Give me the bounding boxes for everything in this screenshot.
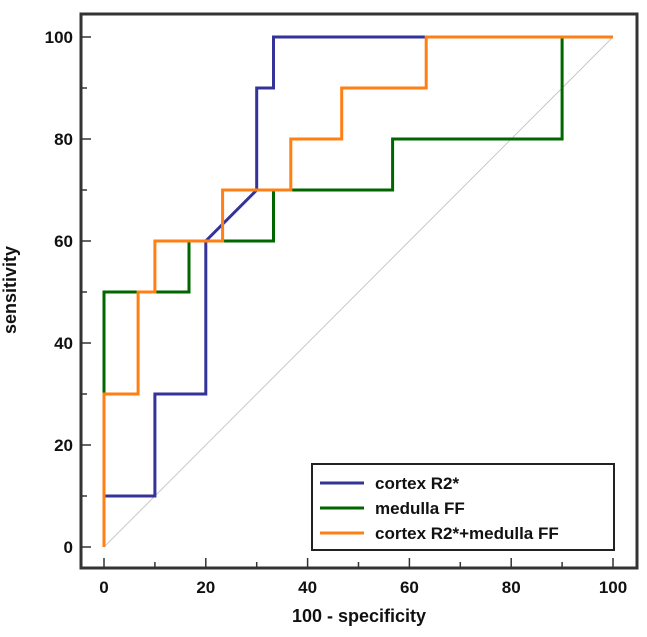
reference-diagonal bbox=[103, 36, 614, 548]
axis-ticks bbox=[81, 36, 614, 568]
legend-label: cortex R2* bbox=[375, 474, 459, 493]
x-tick-label: 0 bbox=[99, 578, 108, 597]
y-tick-label: 0 bbox=[64, 538, 73, 557]
x-tick-label: 60 bbox=[400, 578, 419, 597]
series-layer bbox=[102, 35, 613, 547]
x-tick-label: 80 bbox=[502, 578, 521, 597]
y-tick-label: 40 bbox=[54, 334, 73, 353]
legend-label: medulla FF bbox=[375, 499, 465, 518]
y-tick-label: 20 bbox=[54, 436, 73, 455]
series-line-cortex-r2-medulla-ff bbox=[102, 35, 613, 547]
y-tick-label: 100 bbox=[45, 28, 73, 47]
legend-label: cortex R2*+medulla FF bbox=[375, 524, 559, 543]
tick-labels: 0 20 40 60 80 100 0 20 40 60 80 100 bbox=[45, 28, 628, 597]
x-tick-label: 100 bbox=[599, 578, 627, 597]
y-axis-label: sensitivity bbox=[0, 246, 20, 334]
y-tick-label: 80 bbox=[54, 130, 73, 149]
y-tick-label: 60 bbox=[54, 232, 73, 251]
x-axis-label: 100 - specificity bbox=[292, 606, 426, 626]
x-tick-label: 20 bbox=[196, 578, 215, 597]
legend: cortex R2* medulla FF cortex R2*+medulla F… bbox=[311, 463, 615, 551]
x-tick-label: 40 bbox=[298, 578, 317, 597]
